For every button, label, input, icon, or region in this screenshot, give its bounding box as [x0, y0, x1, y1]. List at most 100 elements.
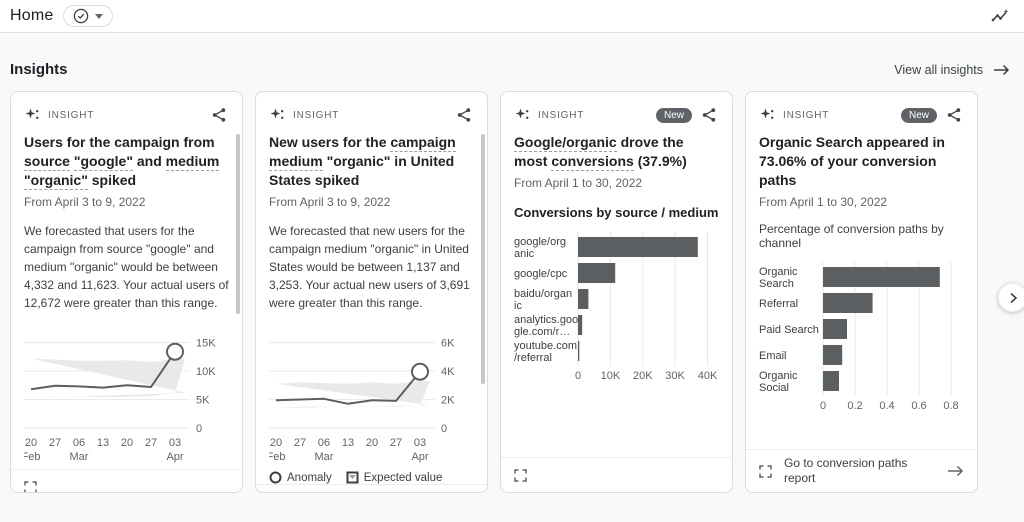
- share-icon[interactable]: [454, 105, 474, 125]
- card-content: Users for the campaign from source "goog…: [11, 129, 242, 469]
- svg-text:ic: ic: [514, 300, 522, 312]
- card-scrollbar[interactable]: [236, 134, 240, 314]
- insight-date-range: From April 3 to 9, 2022: [24, 195, 146, 209]
- svg-text:27: 27: [390, 437, 402, 449]
- card-footer: Go to conversion paths report: [746, 449, 977, 492]
- svg-text:13: 13: [342, 437, 354, 449]
- svg-text:13: 13: [97, 437, 109, 449]
- insights-section-header: Insights View all insights: [0, 61, 1024, 78]
- svg-text:2K: 2K: [441, 395, 455, 407]
- go-to-report-link[interactable]: Go to conversion paths report: [784, 456, 908, 485]
- svg-text:0.8: 0.8: [943, 400, 958, 412]
- insight-card-users-spiked: INSIGHT Users for the campaign from sour…: [10, 91, 243, 493]
- svg-text:0: 0: [196, 423, 202, 435]
- app-header: Home: [0, 0, 1024, 33]
- svg-text:6K: 6K: [441, 338, 455, 350]
- svg-text:06: 06: [73, 437, 85, 449]
- legend-anomaly: Anomaly: [269, 471, 332, 484]
- card-header: INSIGHT New: [501, 92, 732, 129]
- svg-text:0: 0: [575, 370, 581, 382]
- card-header: INSIGHT New: [746, 92, 977, 129]
- svg-text:0: 0: [441, 423, 447, 435]
- arrow-right-icon[interactable]: [947, 465, 964, 477]
- chart-legend: Anomaly Expected value: [269, 471, 474, 484]
- share-icon[interactable]: [699, 105, 719, 125]
- insight-label: INSIGHT: [293, 109, 340, 121]
- sparkle-icon: [269, 107, 286, 124]
- svg-text:06: 06: [318, 437, 330, 449]
- svg-text:Social: Social: [759, 382, 789, 394]
- carousel-next-button[interactable]: [998, 283, 1024, 312]
- new-badge: New: [900, 107, 937, 123]
- card-content: New users for the campaign medium "organ…: [256, 129, 487, 484]
- svg-text:03: 03: [169, 437, 181, 449]
- legend-anomaly-label: Anomaly: [287, 471, 332, 484]
- insight-label: INSIGHT: [48, 109, 95, 121]
- svg-text:anic: anic: [514, 248, 535, 260]
- sparkle-icon: [514, 107, 531, 124]
- svg-text:5K: 5K: [196, 395, 210, 407]
- users-trend-chart: 15K 10K 5K 0 20 27 06 13 20 27 03 Feb Mar Apr: [22, 324, 229, 469]
- svg-text:Apr: Apr: [166, 451, 183, 463]
- svg-text:0.6: 0.6: [911, 400, 926, 412]
- svg-text:youtube.com: youtube.com: [514, 340, 577, 352]
- insight-cards-carousel: INSIGHT Users for the campaign from sour…: [0, 91, 1024, 493]
- insight-card-conversions-by-source: INSIGHT New Google/organic drove the mos…: [500, 91, 733, 493]
- svg-text:4K: 4K: [441, 366, 455, 378]
- new-users-trend-chart: 6K 4K 2K 0 20 27 06 13 20 27 03 Feb Mar Apr: [267, 324, 474, 469]
- home-status-dropdown[interactable]: [63, 5, 114, 27]
- conversions-bar-chart: 0 10K 20K 30K 40K google/org anic google/cpc bai…: [514, 232, 719, 387]
- svg-text:0.4: 0.4: [879, 400, 894, 412]
- insights-sparkline-icon[interactable]: [990, 6, 1010, 26]
- svg-text:0: 0: [820, 400, 826, 412]
- fullscreen-icon[interactable]: [24, 480, 37, 492]
- svg-text:03: 03: [414, 437, 426, 449]
- card-footer: [501, 457, 732, 492]
- svg-text:Organic: Organic: [759, 370, 798, 382]
- svg-text:27: 27: [49, 437, 61, 449]
- svg-text:27: 27: [294, 437, 306, 449]
- svg-text:Mar: Mar: [70, 451, 89, 463]
- fullscreen-icon[interactable]: [514, 468, 527, 482]
- anomaly-circle-icon: [269, 471, 282, 484]
- legend-expected-value: Expected value: [346, 471, 442, 484]
- fullscreen-icon[interactable]: [759, 464, 772, 478]
- svg-text:0.2: 0.2: [847, 400, 862, 412]
- view-all-insights-link[interactable]: View all insights: [894, 63, 1010, 77]
- svg-text:30K: 30K: [665, 370, 685, 382]
- share-icon[interactable]: [209, 105, 229, 125]
- svg-text:Referral: Referral: [759, 298, 798, 310]
- card-footer: [11, 469, 242, 492]
- svg-text:10K: 10K: [601, 370, 621, 382]
- svg-text:/referral: /referral: [514, 352, 552, 364]
- card-scrollbar[interactable]: [481, 134, 485, 384]
- insight-description: We forecasted that users for the campaig…: [24, 224, 229, 310]
- svg-text:20: 20: [121, 437, 133, 449]
- new-badge: New: [655, 107, 692, 123]
- chevron-down-icon: [95, 13, 104, 19]
- insight-card-new-users-spiked: INSIGHT New users for the campaign mediu…: [255, 91, 488, 493]
- card-header: INSIGHT: [11, 92, 242, 129]
- insight-date-range: From April 3 to 9, 2022: [269, 195, 391, 209]
- svg-text:google/cpc: google/cpc: [514, 268, 568, 280]
- card-header: INSIGHT: [256, 92, 487, 129]
- svg-text:Email: Email: [759, 350, 787, 362]
- insight-title: Google/organic drove the most conversion…: [514, 134, 687, 171]
- arrow-right-icon: [993, 64, 1010, 76]
- svg-text:Feb: Feb: [24, 451, 40, 463]
- chart-subtitle: Percentage of conversion paths by channe…: [759, 222, 944, 250]
- insight-label: INSIGHT: [783, 109, 830, 121]
- share-icon[interactable]: [944, 105, 964, 125]
- insight-description: We forecasted that new users for the cam…: [269, 224, 470, 310]
- chart-subtitle: Conversions by source / medium: [514, 205, 719, 220]
- svg-text:20: 20: [270, 437, 282, 449]
- insight-title: New users for the campaign medium "organ…: [269, 134, 456, 188]
- page-title: Home: [10, 7, 54, 24]
- svg-text:Feb: Feb: [269, 451, 285, 463]
- insight-card-conversion-paths: INSIGHT New Organic Search appeared in 7…: [745, 91, 978, 493]
- svg-text:baidu/organ: baidu/organ: [514, 288, 572, 300]
- svg-text:Paid Search: Paid Search: [759, 324, 819, 336]
- check-circle-icon: [73, 8, 89, 24]
- insight-title: Users for the campaign from source "goog…: [24, 134, 220, 190]
- expected-value-icon: [346, 471, 359, 484]
